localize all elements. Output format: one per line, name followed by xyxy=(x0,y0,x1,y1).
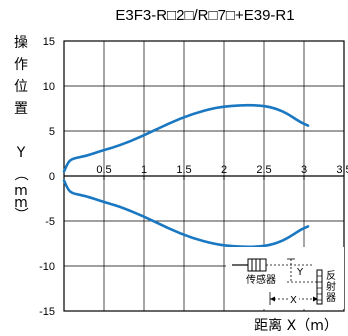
y-axis-label-char: 置 xyxy=(14,101,28,117)
x-tick-label: 0.5 xyxy=(96,164,111,176)
series-line-lower xyxy=(62,179,310,249)
y-tick-label: -15 xyxy=(39,306,55,318)
x-dimension-arrow-left xyxy=(270,296,275,302)
y-axis-label-char: m xyxy=(14,195,28,211)
reflector xyxy=(316,269,323,305)
reflector-label: 反射器 xyxy=(326,270,336,304)
y-tick-label: 10 xyxy=(43,81,55,93)
x-tick-labels: 0.5 1 1.5 2 2.5 3 3.5 xyxy=(96,164,348,176)
y-axis-label-char: 位 xyxy=(14,79,28,95)
y-axis-label-char: （ xyxy=(12,167,28,181)
y-dimension-label: Y xyxy=(296,267,304,278)
x-tick-label: 1 xyxy=(141,164,147,176)
series-line-upper xyxy=(62,103,310,173)
grid xyxy=(63,40,345,312)
x-dimension-arrow-right xyxy=(313,296,318,302)
inset-background xyxy=(226,247,344,309)
sensor-diagram: 传感器 Y X 反射器 xyxy=(226,247,344,309)
y-axis-label-char: Y xyxy=(16,145,26,161)
x-tick-label: 2 xyxy=(221,164,227,176)
reflector-label-char: 反 xyxy=(326,270,336,282)
y-axis-label-char: 作 xyxy=(14,57,28,73)
sensor-body xyxy=(247,258,267,272)
reflector-label-char: 射 xyxy=(326,281,336,293)
x-dimension-label-bg xyxy=(289,292,299,304)
series-group xyxy=(62,103,310,249)
x-axis-label: 距离 X（m） xyxy=(254,317,338,334)
x-dimension-label: X xyxy=(290,295,297,306)
y-tick-label: -5 xyxy=(45,216,55,228)
y-tick-label: 5 xyxy=(49,126,55,138)
y-tick-label: 15 xyxy=(43,36,55,48)
y-axis-label-char: ） xyxy=(12,207,28,221)
sensor-label: 传感器 xyxy=(246,273,276,286)
y-tick-labels: 15 10 5 0 -5 -10 -15 xyxy=(39,36,55,318)
plot-frame xyxy=(63,40,345,312)
y-axis-label-char: 操 xyxy=(14,35,28,51)
y-axis-label-char: m xyxy=(14,183,28,199)
x-tick-label: 2.5 xyxy=(256,164,271,176)
x-tick-label: 3 xyxy=(301,164,307,176)
x-tick-label: 3.5 xyxy=(336,164,348,176)
x-tick-label: 1.5 xyxy=(176,164,191,176)
chart-title: E3F3-R□2□/R□7□+E39-R1 xyxy=(115,7,294,24)
reflector-label-char: 器 xyxy=(326,292,336,304)
y-tick-label: -10 xyxy=(39,261,55,273)
y-tick-label: 0 xyxy=(49,171,55,183)
